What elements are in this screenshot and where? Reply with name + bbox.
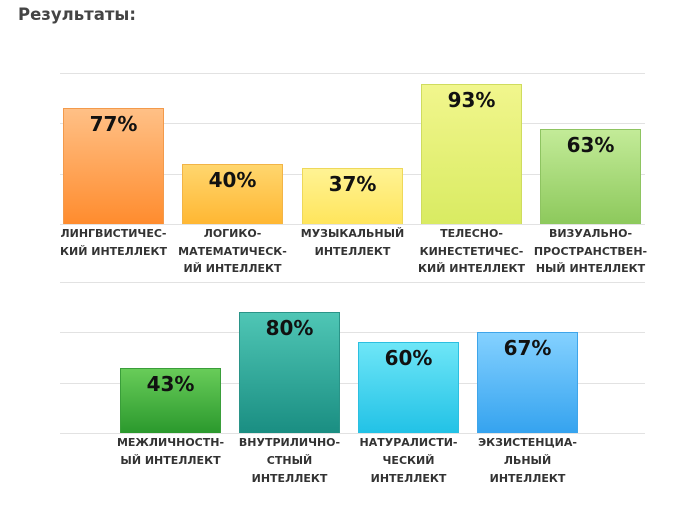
category-label-line: ИНТЕЛЛЕКТ bbox=[314, 244, 391, 258]
category-label-line: ВИЗУАЛЬНО- bbox=[548, 227, 633, 240]
chart-2-gridline bbox=[60, 282, 645, 283]
category-label-line: МЕЖЛИЧНОСТН- bbox=[116, 436, 225, 449]
category-label-line: ЧЕСКИЙ bbox=[382, 454, 435, 467]
chart-2-gridline bbox=[60, 332, 645, 333]
chart-2-bar-1 bbox=[120, 368, 221, 433]
category-label-line: НЫЙ ИНТЕЛЛЕКТ bbox=[535, 262, 646, 275]
chart-2-category-label-3: НАТУРАЛИСТИ- ЧЕСКИЙ ИНТЕЛЛЕКТ bbox=[343, 434, 474, 488]
category-label-line: ИНТЕЛЛЕКТ bbox=[370, 472, 447, 485]
category-label-line: ЭКЗИСТЕНЦИА- bbox=[478, 436, 577, 449]
category-label-line: НАТУРАЛИСТИ- bbox=[359, 436, 458, 449]
category-label-line: МАТЕМАТИЧЕСК- bbox=[178, 244, 287, 258]
chart-2-value-label-1: 43% bbox=[146, 372, 195, 397]
chart-2-value-label-3: 60% bbox=[384, 346, 433, 371]
chart-1: 77% ЛИНГВИСТИЧЕС- КИЙ ИНТЕЛЛЕКТ 40% ЛОГИКО- М… bbox=[0, 60, 680, 278]
chart-2-category-label-1: МЕЖЛИЧНОСТН- ЫЙ ИНТЕЛЛЕКТ bbox=[105, 434, 236, 470]
chart-1-bar-5 bbox=[540, 128, 641, 224]
chart-1-bar-4 bbox=[421, 83, 522, 224]
chart-1-bar-2 bbox=[182, 163, 283, 224]
chart-1-value-label-4: 93% bbox=[447, 87, 496, 112]
chart-2-value-label-4: 67% bbox=[503, 335, 552, 360]
chart-1-category-label-5: ВИЗУАЛЬНО- ПРОСТРАНСТВЕН- НЫЙ ИНТЕЛЛЕКТ bbox=[525, 225, 656, 278]
chart-1-bar-1 bbox=[63, 107, 164, 224]
chart-1-gridline bbox=[60, 123, 645, 124]
chart-1-category-label-4: ТЕЛЕСНО- КИНЕСТЕТИЧЕС- КИЙ ИНТЕЛЛЕКТ bbox=[406, 225, 537, 278]
chart-2-category-label-2: ВНУТРИЛИЧНО- СТНЫЙ ИНТЕЛЛЕКТ bbox=[224, 434, 355, 488]
category-label-line: ПРОСТРАНСТВЕН- bbox=[533, 244, 648, 258]
category-label-line: ТЕЛЕСНО- bbox=[440, 227, 503, 240]
chart-2-value-label-2: 80% bbox=[265, 316, 314, 341]
category-label-line: МУЗЫКАЛЬНЫЙ bbox=[300, 227, 405, 240]
chart-1-gridline bbox=[60, 73, 645, 74]
category-label-line: ЛИНГВИСТИЧЕС- bbox=[60, 227, 167, 240]
chart-1-category-label-3: МУЗЫКАЛЬНЫЙ ИНТЕЛЛЕКТ bbox=[287, 225, 418, 260]
category-label-line: ИНТЕЛЛЕКТ bbox=[489, 472, 566, 485]
category-label-line: КИНЕСТЕТИЧЕС- bbox=[419, 244, 524, 258]
chart-1-value-label-1: 77% bbox=[89, 111, 138, 136]
category-label-line: ВНУТРИЛИЧНО- bbox=[238, 436, 341, 449]
chart-1-value-label-2: 40% bbox=[208, 167, 257, 192]
category-label-line: КИЙ ИНТЕЛЛЕКТ bbox=[418, 262, 525, 275]
chart-2-bar-3 bbox=[358, 342, 459, 433]
category-label-line: ЛОГИКО- bbox=[203, 227, 262, 240]
category-label-line: ИЙ ИНТЕЛЛЕКТ bbox=[183, 262, 282, 275]
chart-1-category-label-2: ЛОГИКО- МАТЕМАТИЧЕСК- ИЙ ИНТЕЛЛЕКТ bbox=[167, 225, 298, 278]
category-label-line: ЫЙ ИНТЕЛЛЕКТ bbox=[120, 454, 221, 467]
chart-2-bar-2 bbox=[239, 312, 340, 433]
category-label-line: СТНЫЙ bbox=[266, 454, 313, 467]
category-label-line: КИЙ ИНТЕЛЛЕКТ bbox=[60, 244, 167, 258]
chart-2-bar-4 bbox=[477, 331, 578, 433]
chart-1-value-label-3: 37% bbox=[328, 172, 377, 197]
chart-1-value-label-5: 63% bbox=[566, 132, 615, 157]
chart-2-category-label-4: ЭКЗИСТЕНЦИА- ЛЬНЫЙ ИНТЕЛЛЕКТ bbox=[462, 434, 593, 488]
chart-1-gridline bbox=[60, 224, 645, 225]
category-label-line: ЛЬНЫЙ bbox=[503, 454, 552, 467]
chart-2-gridline bbox=[60, 383, 645, 384]
chart-1-bar-3 bbox=[302, 168, 403, 224]
results-title: Результаты: bbox=[18, 5, 136, 24]
category-label-line: ИНТЕЛЛЕКТ bbox=[251, 472, 328, 485]
chart-2-gridline bbox=[60, 433, 645, 434]
chart-1-category-label-1: ЛИНГВИСТИЧЕС- КИЙ ИНТЕЛЛЕКТ bbox=[48, 225, 179, 260]
chart-2: 43% МЕЖЛИЧНОСТН- ЫЙ ИНТЕЛЛЕКТ 80% ВНУТРИЛИЧН… bbox=[0, 278, 680, 500]
